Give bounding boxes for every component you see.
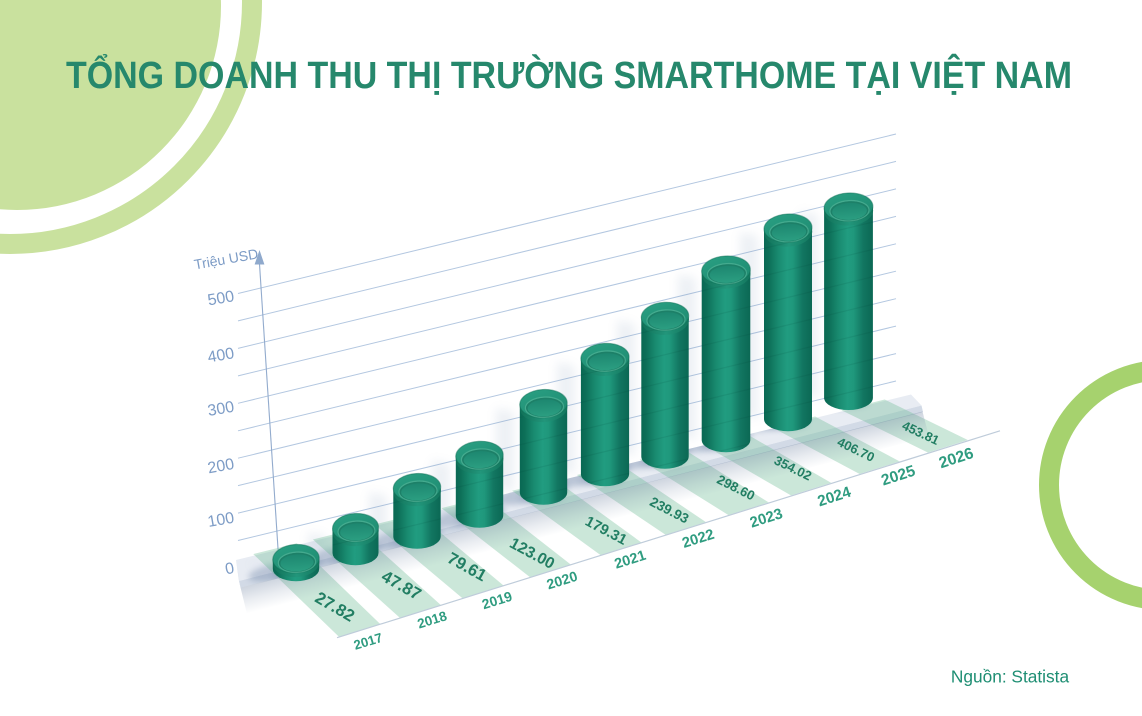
svg-text:0: 0 <box>224 560 236 578</box>
svg-text:200: 200 <box>206 456 235 477</box>
svg-text:300: 300 <box>206 399 235 420</box>
svg-text:400: 400 <box>206 345 235 366</box>
svg-text:500: 500 <box>206 288 235 309</box>
svg-text:TỔNG DOANH THU THỊ TRƯỜNG SMAR: TỔNG DOANH THU THỊ TRƯỜNG SMARTHOME TẠI … <box>66 52 1072 97</box>
svg-text:Nguồn: Statista: Nguồn: Statista <box>951 667 1070 687</box>
svg-text:100: 100 <box>206 510 235 531</box>
